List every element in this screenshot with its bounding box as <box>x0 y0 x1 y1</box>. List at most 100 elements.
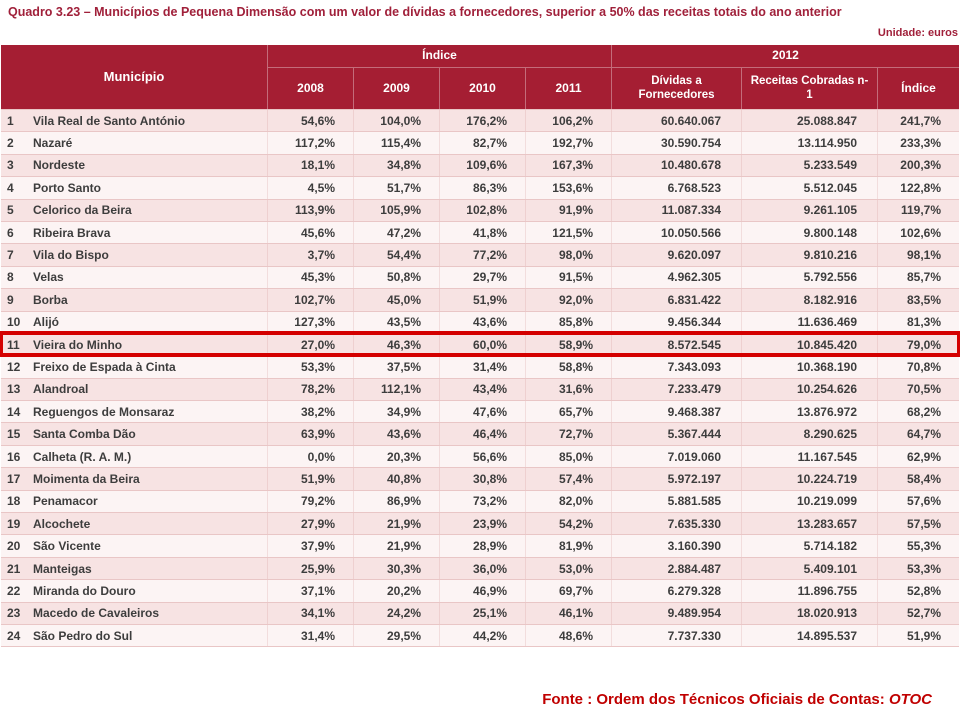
table-row: 17 Moimenta da Beira 51,9% 40,8% 30,8% 57,4% 5… <box>1 467 959 490</box>
table-row: 4 Porto Santo 4,5% 51,7% 86,3% 153,6% 6.768.52… <box>1 176 959 199</box>
receitas-cobradas-n1: 10.254.626 <box>741 378 877 401</box>
indice-2011: 58,8% <box>525 356 611 378</box>
indice-2012: 81,3% <box>877 311 959 333</box>
municipio-name: São Pedro do Sul <box>33 628 133 643</box>
indice-2012: 58,4% <box>877 468 959 490</box>
indice-2012: 79,0% <box>877 333 959 356</box>
indice-2009: 43,6% <box>353 423 439 445</box>
row-number: 22 <box>7 583 21 598</box>
indice-2011: 98,0% <box>525 244 611 266</box>
receitas-cobradas-n1: 9.810.216 <box>741 244 877 266</box>
indice-2008: 63,9% <box>267 423 353 445</box>
indice-2008: 45,6% <box>267 221 353 244</box>
indice-2008: 37,1% <box>267 580 353 602</box>
row-number: 5 <box>7 203 14 218</box>
indice-2012: 57,5% <box>877 513 959 535</box>
indice-2011: 85,0% <box>525 445 611 468</box>
source-line: Fonte : Ordem dos Técnicos Oficiais de C… <box>542 691 932 708</box>
indice-2012: 70,8% <box>877 356 959 378</box>
indice-2011: 31,6% <box>525 378 611 401</box>
indice-2010: 29,7% <box>439 266 525 289</box>
indice-2008: 31,4% <box>267 624 353 647</box>
row-number: 20 <box>7 539 21 554</box>
municipio-name: Ribeira Brava <box>33 225 111 240</box>
indice-2009: 104,0% <box>353 110 439 132</box>
indice-2012: 119,7% <box>877 199 959 221</box>
receitas-cobradas-n1: 10.845.420 <box>741 333 877 356</box>
municipio-name: Manteigas <box>33 561 92 576</box>
indice-2008: 4,5% <box>267 177 353 199</box>
dividas-fornecedores: 10.050.566 <box>611 221 741 244</box>
indice-2010: 51,9% <box>439 289 525 311</box>
indice-2010: 176,2% <box>439 110 525 132</box>
indice-2012: 52,8% <box>877 580 959 602</box>
row-number: 8 <box>7 270 14 285</box>
receitas-cobradas-n1: 5.714.182 <box>741 535 877 557</box>
indice-2008: 51,9% <box>267 468 353 490</box>
header-2010: 2010 <box>439 68 525 109</box>
dividas-fornecedores: 7.635.330 <box>611 513 741 535</box>
table-row: 12 Freixo de Espada à Cinta 53,3% 37,5% 31,4… <box>1 355 959 378</box>
table-title: Quadro 3.23 – Municípios de Pequena Dime… <box>8 5 842 19</box>
municipio-name: Velas <box>33 270 64 285</box>
table-row: 3 Nordeste 18,1% 34,8% 109,6% 167,3% 10.480.67… <box>1 153 959 177</box>
indice-2012: 64,7% <box>877 423 959 445</box>
row-number: 1 <box>7 113 14 128</box>
receitas-cobradas-n1: 14.895.537 <box>741 624 877 647</box>
indice-2009: 51,7% <box>353 177 439 199</box>
header-municipio: Município <box>103 68 165 84</box>
indice-2009: 34,8% <box>353 154 439 177</box>
table-row: 13 Alandroal 78,2% 112,1% 43,4% 31,6% 7.233.47… <box>1 377 959 401</box>
table-row: 10 Alijó 127,3% 43,5% 43,6% 85,8% 9.456.344 11.… <box>1 310 959 333</box>
dividas-fornecedores: 5.367.444 <box>611 423 741 445</box>
receitas-cobradas-n1: 5.792.556 <box>741 266 877 289</box>
municipio-name: Alijó <box>33 315 59 330</box>
indice-2011: 91,9% <box>525 199 611 221</box>
indice-2009: 20,3% <box>353 445 439 468</box>
dividas-fornecedores: 7.233.479 <box>611 378 741 401</box>
header-2009: 2009 <box>353 68 439 109</box>
table-row: 7 Vila do Bispo 3,7% 54,4% 77,2% 98,0% 9.620.0… <box>1 243 959 266</box>
indice-2011: 46,1% <box>525 602 611 624</box>
fonte-source: Ordem dos Técnicos Oficiais de Contas: <box>596 691 889 708</box>
indice-2009: 20,2% <box>353 580 439 602</box>
indice-2009: 29,5% <box>353 624 439 647</box>
indice-2012: 51,9% <box>877 624 959 647</box>
indice-2010: 43,4% <box>439 378 525 401</box>
header-dividas-fornecedores: Dívidas a Fornecedores <box>611 68 741 109</box>
indice-2010: 109,6% <box>439 154 525 177</box>
receitas-cobradas-n1: 13.876.972 <box>741 401 877 423</box>
indice-2009: 30,3% <box>353 557 439 580</box>
table-row: 14 Reguengos de Monsaraz 38,2% 34,9% 47,6% 65… <box>1 400 959 423</box>
table-row: 21 Manteigas 25,9% 30,3% 36,0% 53,0% 2.884.487… <box>1 556 959 580</box>
table-row: 6 Ribeira Brava 45,6% 47,2% 41,8% 121,5% 10.05… <box>1 220 959 244</box>
row-number: 16 <box>7 449 21 464</box>
row-number: 10 <box>7 315 21 330</box>
indice-2011: 121,5% <box>525 221 611 244</box>
indice-2009: 46,3% <box>353 333 439 356</box>
indice-2009: 115,4% <box>353 132 439 154</box>
dividas-fornecedores: 11.087.334 <box>611 199 741 221</box>
indice-2008: 27,0% <box>267 333 353 356</box>
table-row: 20 São Vicente 37,9% 21,9% 28,9% 81,9% 3.160.3… <box>1 534 959 557</box>
indice-2008: 0,0% <box>267 445 353 468</box>
municipio-name: Borba <box>33 292 68 307</box>
dividas-fornecedores: 9.468.387 <box>611 401 741 423</box>
receitas-cobradas-n1: 10.224.719 <box>741 468 877 490</box>
row-number: 14 <box>7 404 21 419</box>
indice-2012: 57,6% <box>877 490 959 513</box>
unit-label: Unidade: euros <box>877 27 958 39</box>
table-row: 15 Santa Comba Dão 63,9% 43,6% 46,4% 72,7% 5.3… <box>1 422 959 445</box>
municipio-name: Santa Comba Dão <box>33 427 136 442</box>
indice-2010: 82,7% <box>439 132 525 154</box>
indice-2012: 98,1% <box>877 244 959 266</box>
receitas-cobradas-n1: 10.219.099 <box>741 490 877 513</box>
indice-2010: 102,8% <box>439 199 525 221</box>
table-row: 5 Celorico da Beira 113,9% 105,9% 102,8% 91,9… <box>1 198 959 221</box>
receitas-cobradas-n1: 8.290.625 <box>741 423 877 445</box>
dividas-fornecedores: 7.343.093 <box>611 356 741 378</box>
indice-2010: 28,9% <box>439 535 525 557</box>
dividas-fornecedores: 6.831.422 <box>611 289 741 311</box>
indice-2011: 48,6% <box>525 624 611 647</box>
indice-2009: 105,9% <box>353 199 439 221</box>
